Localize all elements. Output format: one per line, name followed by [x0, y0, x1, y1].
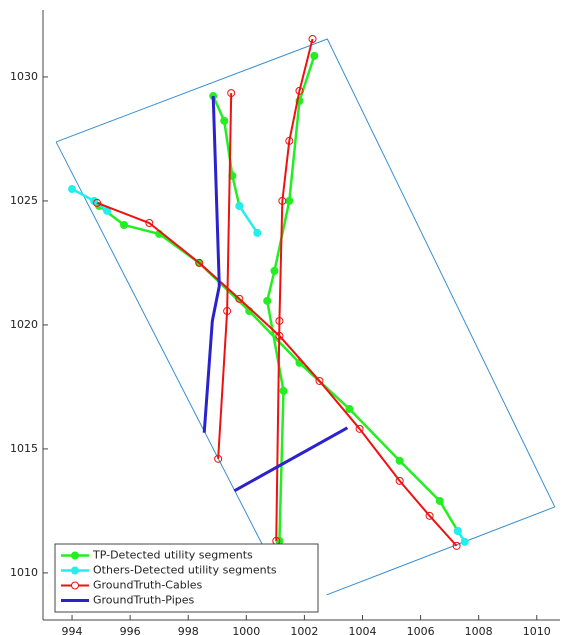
point-marker [253, 228, 262, 237]
point-marker [425, 511, 434, 520]
point-marker [93, 198, 102, 207]
x-tick-label: 1004 [348, 625, 376, 635]
point-marker [275, 316, 284, 325]
point-marker [285, 196, 294, 205]
x-tick-label: 1008 [465, 625, 493, 635]
x-tick-label: 996 [120, 625, 141, 635]
legend-marker [71, 551, 79, 560]
point-marker [308, 35, 317, 44]
point-marker [223, 307, 232, 316]
point-marker [452, 541, 461, 550]
point-marker [68, 185, 77, 194]
x-tick-label: 1006 [407, 625, 435, 635]
y-tick-label: 1025 [10, 194, 38, 207]
point-marker [395, 456, 404, 465]
y-tick-label: 1015 [10, 442, 38, 455]
y-tick-label: 1010 [10, 566, 38, 579]
x-tick-label: 1002 [290, 625, 318, 635]
point-marker [235, 294, 244, 303]
series-line [96, 38, 458, 547]
point-marker [355, 424, 364, 433]
legend-box [54, 543, 319, 613]
x-tick-label: 1000 [232, 625, 260, 635]
point-marker [453, 526, 462, 535]
point-marker [395, 476, 404, 485]
legend-label: GroundTruth-Cables [93, 579, 203, 592]
point-marker [310, 51, 319, 60]
y-tick-label: 1030 [10, 70, 38, 83]
point-marker [295, 86, 304, 95]
legend-label: GroundTruth-Pipes [93, 594, 195, 607]
series-line [98, 55, 459, 541]
point-marker [270, 266, 279, 275]
series-line [55, 38, 556, 596]
y-tick-label: 1020 [10, 318, 38, 331]
point-marker [195, 258, 204, 267]
point-marker [263, 296, 272, 305]
point-marker [220, 116, 229, 125]
point-marker [278, 196, 287, 205]
point-marker [460, 537, 469, 546]
point-marker [435, 496, 444, 505]
point-marker [145, 219, 154, 228]
point-marker [227, 89, 236, 98]
legend: TP-Detected utility segments Others-Detec… [54, 543, 319, 613]
point-marker [345, 404, 354, 413]
point-marker [214, 454, 223, 463]
point-marker [279, 386, 288, 395]
point-marker [235, 201, 244, 210]
point-marker [315, 376, 324, 385]
legend-label: Others-Detected utility segments [93, 564, 277, 577]
legend-label: TP-Detected utility segments [92, 549, 253, 562]
legend-marker [71, 581, 79, 590]
series-line [202, 95, 349, 493]
x-tick-label: 1010 [523, 625, 551, 635]
x-tick-label: 994 [62, 625, 83, 635]
point-marker [285, 136, 294, 145]
point-marker [275, 331, 284, 340]
point-marker [120, 220, 129, 229]
x-tick-label: 998 [178, 625, 199, 635]
legend-marker [71, 566, 79, 575]
